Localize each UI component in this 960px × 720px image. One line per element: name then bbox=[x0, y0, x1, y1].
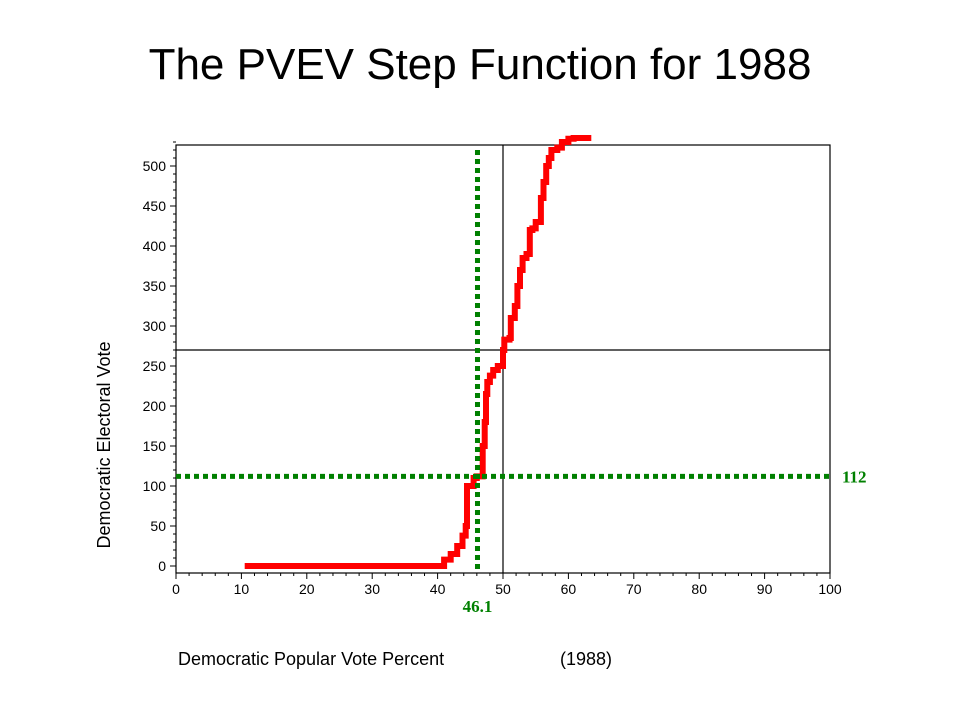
y-tick-label: 500 bbox=[143, 158, 167, 174]
x-axis-title: Democratic Popular Vote Percent bbox=[178, 649, 444, 669]
y-tick-label: 150 bbox=[143, 438, 167, 454]
x-tick-label: 60 bbox=[561, 581, 577, 597]
y-tick-label: 400 bbox=[143, 238, 167, 254]
x-axis-note: (1988) bbox=[560, 649, 612, 669]
x-tick-label: 40 bbox=[430, 581, 446, 597]
actual-ev-label: 112 bbox=[842, 467, 867, 486]
x-tick-label: 70 bbox=[626, 581, 642, 597]
y-tick-label: 0 bbox=[158, 558, 166, 574]
y-axis-title: Democratic Electoral Vote bbox=[94, 341, 114, 548]
y-tick-label: 250 bbox=[143, 358, 167, 374]
y-tick-label: 450 bbox=[143, 198, 167, 214]
y-tick-label: 50 bbox=[150, 518, 166, 534]
series-line bbox=[244, 135, 592, 569]
y-tick-label: 300 bbox=[143, 318, 167, 334]
x-tick-label: 80 bbox=[691, 581, 707, 597]
y-tick-label: 200 bbox=[143, 398, 167, 414]
x-tick-label: 10 bbox=[234, 581, 250, 597]
x-tick-label: 100 bbox=[818, 581, 842, 597]
x-tick-label: 50 bbox=[495, 581, 511, 597]
x-tick-label: 20 bbox=[299, 581, 315, 597]
x-tick-label: 0 bbox=[172, 581, 180, 597]
x-tick-label: 90 bbox=[757, 581, 773, 597]
y-tick-label: 350 bbox=[143, 278, 167, 294]
y-tick-label: 100 bbox=[143, 478, 167, 494]
actual-vote-label: 46.1 bbox=[463, 597, 493, 616]
x-tick-label: 30 bbox=[364, 581, 380, 597]
slide-title: The PVEV Step Function for 1988 bbox=[148, 40, 812, 89]
